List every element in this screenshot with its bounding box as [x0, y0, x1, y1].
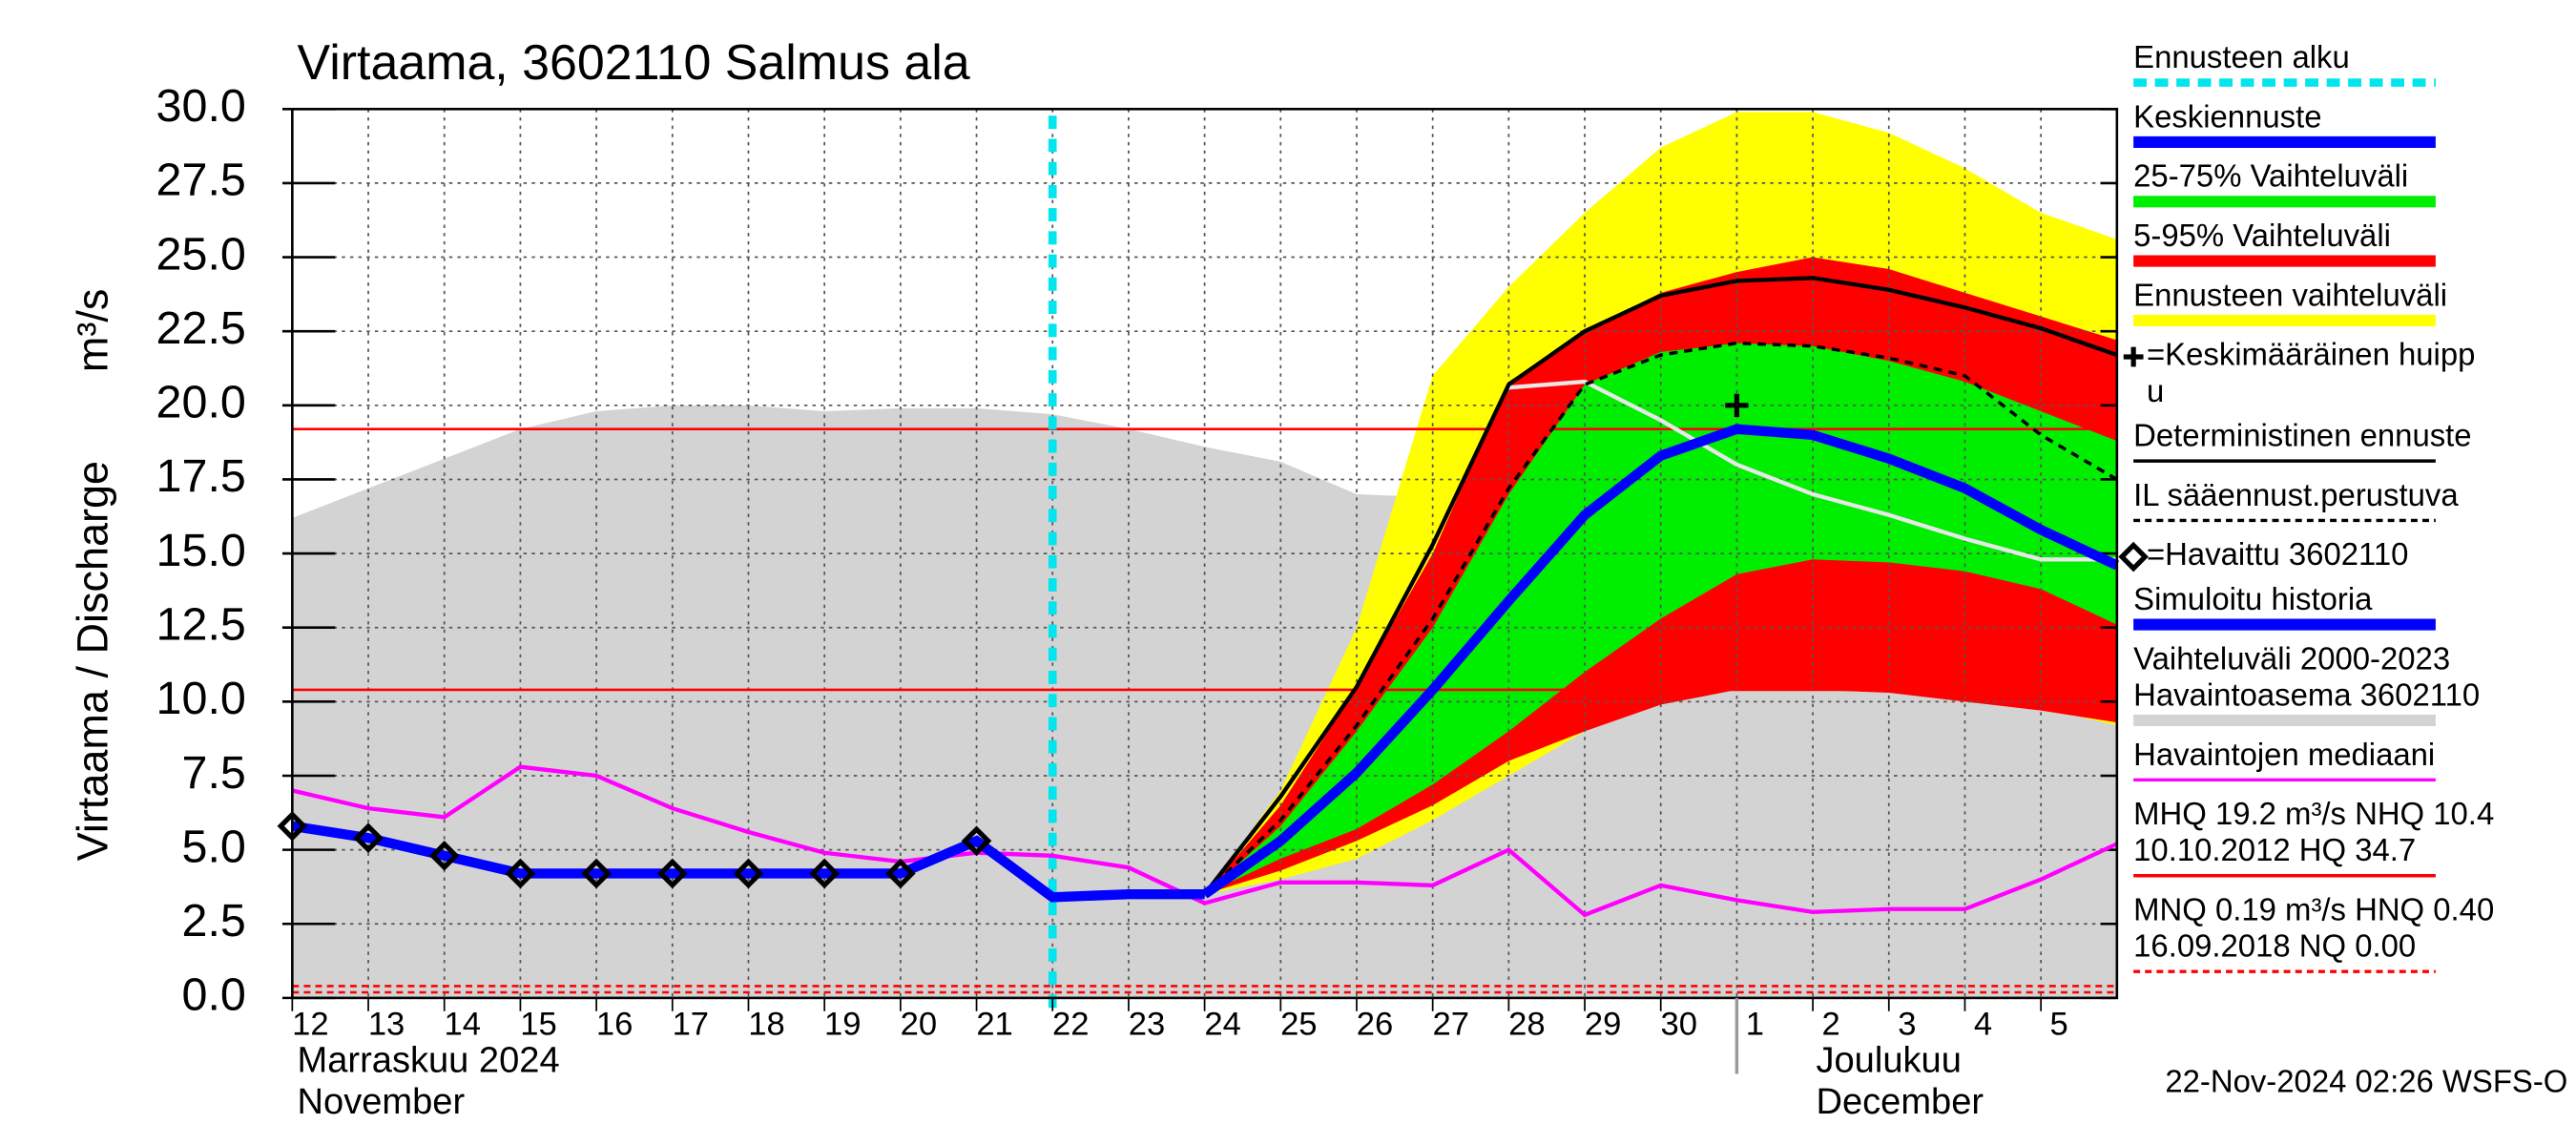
legend-label: IL sääennust.perustuva — [2133, 477, 2459, 512]
legend-label: Simuloitu historia — [2133, 581, 2373, 616]
observed-point — [353, 822, 384, 853]
legend-symbol — [2118, 541, 2149, 572]
x-tick-label: 16 — [596, 1006, 633, 1042]
y-tick-label: 12.5 — [156, 599, 246, 651]
chart-title: Virtaama, 3602110 Salmus ala — [298, 35, 970, 91]
legend-label: Deterministinen ennuste — [2133, 418, 2471, 453]
x-tick-label: 4 — [1974, 1006, 1992, 1042]
x-tick-label: 28 — [1508, 1006, 1545, 1042]
observed-point — [809, 858, 840, 889]
legend-label: Havaintojen mediaani — [2133, 737, 2435, 772]
x-tick-label: 17 — [673, 1006, 709, 1042]
x-tick-label: 12 — [292, 1006, 328, 1042]
y-axis-unit: m³/s — [68, 289, 116, 373]
observed-point — [581, 858, 612, 889]
legend-label: Keskiennuste — [2133, 98, 2321, 134]
month-label: December — [1816, 1082, 1984, 1122]
legend-label: MHQ 19.2 m³/s NHQ 10.4 — [2133, 796, 2494, 831]
series-line — [1203, 341, 2118, 896]
x-tick-label: 3 — [1898, 1006, 1916, 1042]
footer: 22-Nov-2024 02:26 WSFS-O — [2165, 1064, 2567, 1099]
x-tick-label: 30 — [1661, 1006, 1697, 1042]
y-tick-label: 17.5 — [156, 450, 246, 502]
observed-point — [428, 841, 460, 871]
series-line — [291, 821, 1205, 903]
y-tick-label: 7.5 — [182, 747, 246, 799]
observed-point — [961, 825, 992, 857]
x-tick-label: 14 — [445, 1006, 481, 1042]
observed-point — [505, 858, 536, 889]
legend-label: =Keskimääräinen huipp — [2147, 337, 2475, 372]
series-line — [1508, 379, 2117, 562]
legend-label: Vaihteluväli 2000-2023 — [2133, 640, 2450, 676]
x-tick-label: 5 — [2050, 1006, 2068, 1042]
y-tick-label: 0.0 — [182, 969, 246, 1021]
y-axis-label: Virtaama / Discharge — [68, 461, 116, 861]
x-tick-label: 27 — [1432, 1006, 1468, 1042]
x-tick-label: 26 — [1357, 1006, 1393, 1042]
y-tick-label: 2.5 — [182, 895, 246, 947]
x-tick-label: 18 — [748, 1006, 784, 1042]
x-tick-label: 2 — [1822, 1006, 1840, 1042]
legend-label: 5-95% Vaihteluväli — [2133, 218, 2391, 253]
y-tick-label: 27.5 — [156, 155, 246, 206]
legend-symbol — [2123, 346, 2144, 367]
y-tick-label: 30.0 — [156, 80, 246, 132]
series-line — [1201, 424, 2120, 899]
x-tick-label: 13 — [368, 1006, 405, 1042]
x-tick-label: 29 — [1585, 1006, 1621, 1042]
x-tick-label: 15 — [520, 1006, 556, 1042]
legend-label: 25-75% Vaihteluväli — [2133, 158, 2408, 194]
observed-point — [885, 858, 916, 889]
y-tick-label: 5.0 — [182, 821, 246, 872]
x-tick-label: 1 — [1746, 1006, 1764, 1042]
observed-point — [733, 858, 764, 889]
x-tick-label: 21 — [976, 1006, 1012, 1042]
month-label: Joulukuu — [1816, 1040, 1961, 1080]
y-tick-label: 25.0 — [156, 228, 246, 280]
x-tick-label: 20 — [901, 1006, 937, 1042]
legend-label: Ennusteen alku — [2133, 39, 2350, 74]
y-tick-label: 10.0 — [156, 673, 246, 724]
legend-label: MNQ 0.19 m³/s HNQ 0.40 — [2133, 892, 2494, 927]
series-line — [291, 764, 2118, 918]
x-tick-label: 19 — [824, 1006, 861, 1042]
legend-label: Havaintoasema 3602110 — [2133, 677, 2480, 712]
month-label: November — [298, 1082, 466, 1122]
x-tick-label: 23 — [1129, 1006, 1165, 1042]
observed-point — [656, 858, 688, 889]
legend-label: =Havaittu 3602110 — [2147, 536, 2408, 572]
x-tick-label: 24 — [1204, 1006, 1240, 1042]
legend-label: 16.09.2018 NQ 0.00 — [2133, 928, 2416, 964]
y-tick-label: 22.5 — [156, 302, 246, 354]
y-tick-label: 20.0 — [156, 377, 246, 428]
x-tick-label: 22 — [1052, 1006, 1089, 1042]
legend-label: u — [2147, 373, 2164, 408]
month-label: Marraskuu 2024 — [298, 1040, 560, 1080]
peak-marker — [1725, 393, 1749, 417]
legend-label: 10.10.2012 HQ 34.7 — [2133, 832, 2416, 867]
y-tick-label: 15.0 — [156, 525, 246, 576]
x-tick-label: 25 — [1280, 1006, 1317, 1042]
series-line — [1202, 276, 2118, 896]
legend-label: Ennusteen vaihteluväli — [2133, 277, 2447, 312]
